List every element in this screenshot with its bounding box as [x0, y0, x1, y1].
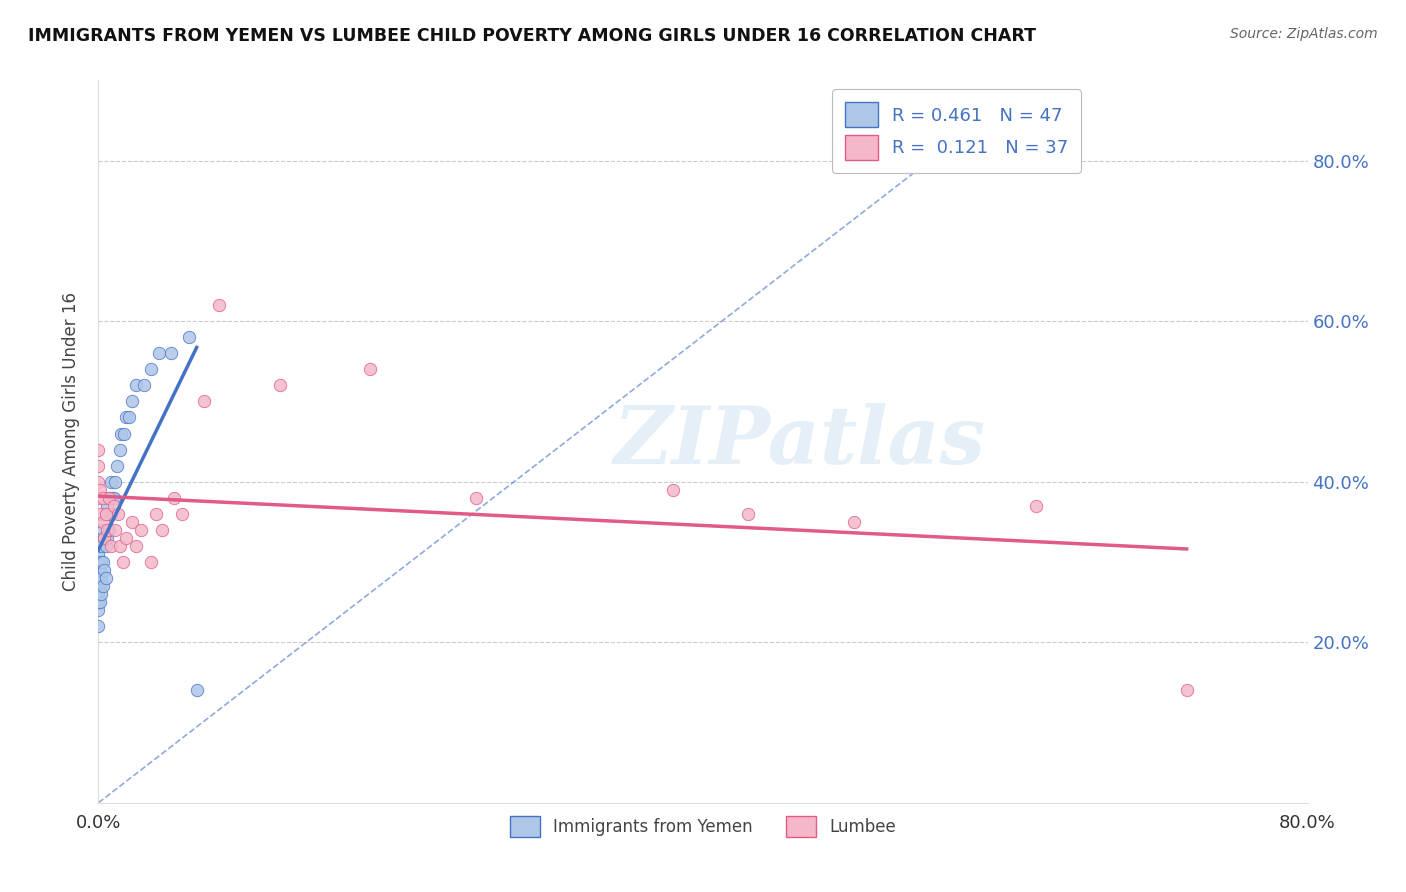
- Point: [193, 394, 215, 409]
- Point: [91, 579, 114, 593]
- Point: [101, 491, 124, 505]
- Point: [96, 523, 118, 537]
- Point: [737, 507, 759, 521]
- Point: [94, 507, 117, 521]
- Point: [148, 346, 170, 360]
- Point: [132, 378, 155, 392]
- Point: [104, 523, 127, 537]
- Point: [93, 531, 115, 545]
- Point: [90, 571, 112, 585]
- Point: [94, 571, 117, 585]
- Point: [90, 555, 112, 569]
- Point: [160, 346, 183, 360]
- Point: [91, 523, 114, 537]
- Point: [107, 507, 129, 521]
- Point: [100, 507, 122, 521]
- Text: IMMIGRANTS FROM YEMEN VS LUMBEE CHILD POVERTY AMONG GIRLS UNDER 16 CORRELATION C: IMMIGRANTS FROM YEMEN VS LUMBEE CHILD PO…: [28, 27, 1036, 45]
- Point: [87, 571, 110, 585]
- Point: [150, 523, 173, 537]
- Point: [98, 491, 121, 505]
- Point: [87, 587, 110, 601]
- Point: [114, 531, 136, 545]
- Point: [269, 378, 291, 392]
- Point: [89, 483, 111, 497]
- Text: Source: ZipAtlas.com: Source: ZipAtlas.com: [1230, 27, 1378, 41]
- Point: [1024, 499, 1046, 513]
- Point: [96, 499, 118, 513]
- Point: [118, 410, 141, 425]
- Point: [93, 531, 115, 545]
- Point: [89, 579, 111, 593]
- Point: [661, 483, 683, 497]
- Point: [129, 523, 152, 537]
- Point: [360, 362, 382, 376]
- Point: [100, 475, 122, 489]
- Point: [103, 491, 125, 505]
- Point: [90, 507, 112, 521]
- Point: [112, 426, 135, 441]
- Point: [87, 563, 110, 577]
- Point: [141, 555, 163, 569]
- Point: [465, 491, 488, 505]
- Point: [163, 491, 186, 505]
- Point: [179, 330, 201, 344]
- Point: [114, 410, 136, 425]
- Point: [108, 442, 131, 457]
- Point: [108, 539, 131, 553]
- Point: [87, 547, 110, 561]
- Point: [105, 458, 128, 473]
- Point: [87, 555, 110, 569]
- Point: [208, 298, 231, 312]
- Legend: Immigrants from Yemen, Lumbee: Immigrants from Yemen, Lumbee: [502, 808, 904, 845]
- Point: [87, 442, 110, 457]
- Point: [141, 362, 163, 376]
- Point: [93, 563, 115, 577]
- Point: [90, 587, 112, 601]
- Point: [125, 378, 148, 392]
- Point: [94, 507, 117, 521]
- Point: [125, 539, 148, 553]
- Point: [170, 507, 193, 521]
- Point: [87, 475, 110, 489]
- Point: [91, 515, 114, 529]
- Point: [89, 595, 111, 609]
- Point: [87, 595, 110, 609]
- Point: [87, 619, 110, 633]
- Point: [94, 539, 117, 553]
- Point: [90, 539, 112, 553]
- Point: [844, 515, 866, 529]
- Point: [186, 683, 208, 698]
- Point: [104, 475, 127, 489]
- Point: [87, 579, 110, 593]
- Point: [1175, 683, 1198, 698]
- Point: [98, 523, 121, 537]
- Point: [98, 491, 121, 505]
- Point: [103, 499, 125, 513]
- Point: [96, 531, 118, 545]
- Point: [110, 426, 132, 441]
- Point: [121, 394, 143, 409]
- Point: [91, 555, 114, 569]
- Point: [91, 491, 114, 505]
- Point: [145, 507, 167, 521]
- Point: [100, 539, 122, 553]
- Y-axis label: Child Poverty Among Girls Under 16: Child Poverty Among Girls Under 16: [62, 292, 80, 591]
- Point: [87, 603, 110, 617]
- Point: [87, 491, 110, 505]
- Text: ZIPatlas: ZIPatlas: [613, 403, 986, 480]
- Point: [89, 563, 111, 577]
- Point: [87, 458, 110, 473]
- Point: [111, 555, 134, 569]
- Point: [121, 515, 143, 529]
